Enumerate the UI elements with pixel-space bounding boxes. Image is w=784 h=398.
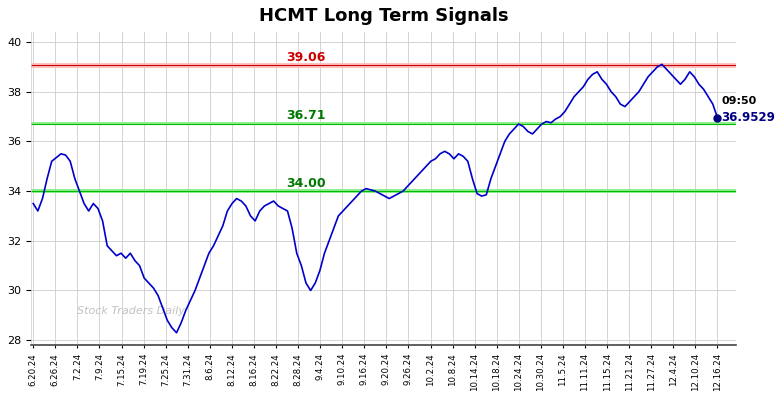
Text: 34.00: 34.00	[286, 177, 326, 189]
Title: HCMT Long Term Signals: HCMT Long Term Signals	[259, 7, 508, 25]
Text: 36.71: 36.71	[286, 109, 325, 122]
Text: 09:50: 09:50	[721, 96, 757, 106]
Bar	[31, 122, 736, 125]
Bar	[31, 189, 736, 193]
Bar	[31, 63, 736, 68]
Text: Stock Traders Daily: Stock Traders Daily	[77, 306, 185, 316]
Text: 39.06: 39.06	[286, 51, 325, 64]
Text: 36.9529: 36.9529	[721, 111, 775, 125]
